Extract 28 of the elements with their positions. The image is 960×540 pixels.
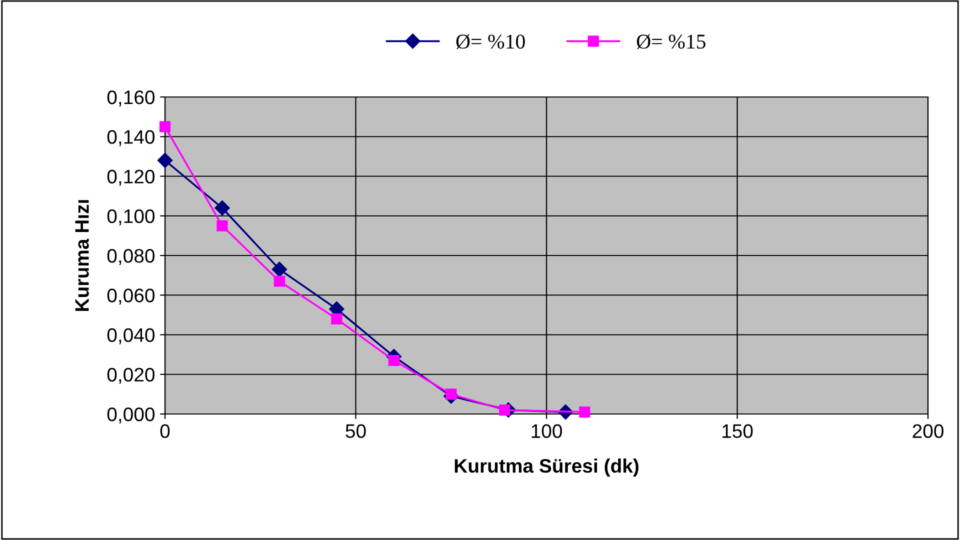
y-tick-label: 0,120 [107, 170, 155, 186]
x-tick-label: 100 [532, 424, 562, 438]
point [157, 152, 173, 168]
y-tick-label: 0,020 [107, 368, 155, 384]
point [498, 404, 510, 416]
x-tick-label: 0 [160, 424, 170, 438]
x-axis-title: Kurutma Süresi (dk) [454, 458, 638, 477]
point [274, 276, 286, 287]
x-tick-label: 50 [346, 424, 366, 438]
point [331, 313, 342, 324]
legend-label: Ø= %15 [636, 34, 706, 50]
x-tick-label: 150 [722, 424, 753, 438]
y-axis-title: Kuruma Hızı [75, 200, 89, 311]
point [216, 220, 228, 232]
point [159, 121, 171, 132]
y-tick-label: 0,140 [107, 130, 155, 146]
point [579, 406, 590, 418]
y-tick-label: 0,060 [107, 288, 155, 305]
point [214, 200, 230, 216]
y-tick-label: 0,000 [107, 407, 155, 424]
legend-label: Ø= %10 [456, 34, 525, 50]
y-tick-label: 0,160 [107, 90, 155, 107]
y-tick-label: 0,040 [107, 328, 155, 344]
y-tick-label: 0,080 [107, 248, 155, 266]
point [272, 262, 288, 277]
point [388, 354, 400, 366]
x-tick-label: 200 [912, 424, 944, 438]
y-tick-label: 0,100 [107, 209, 155, 226]
